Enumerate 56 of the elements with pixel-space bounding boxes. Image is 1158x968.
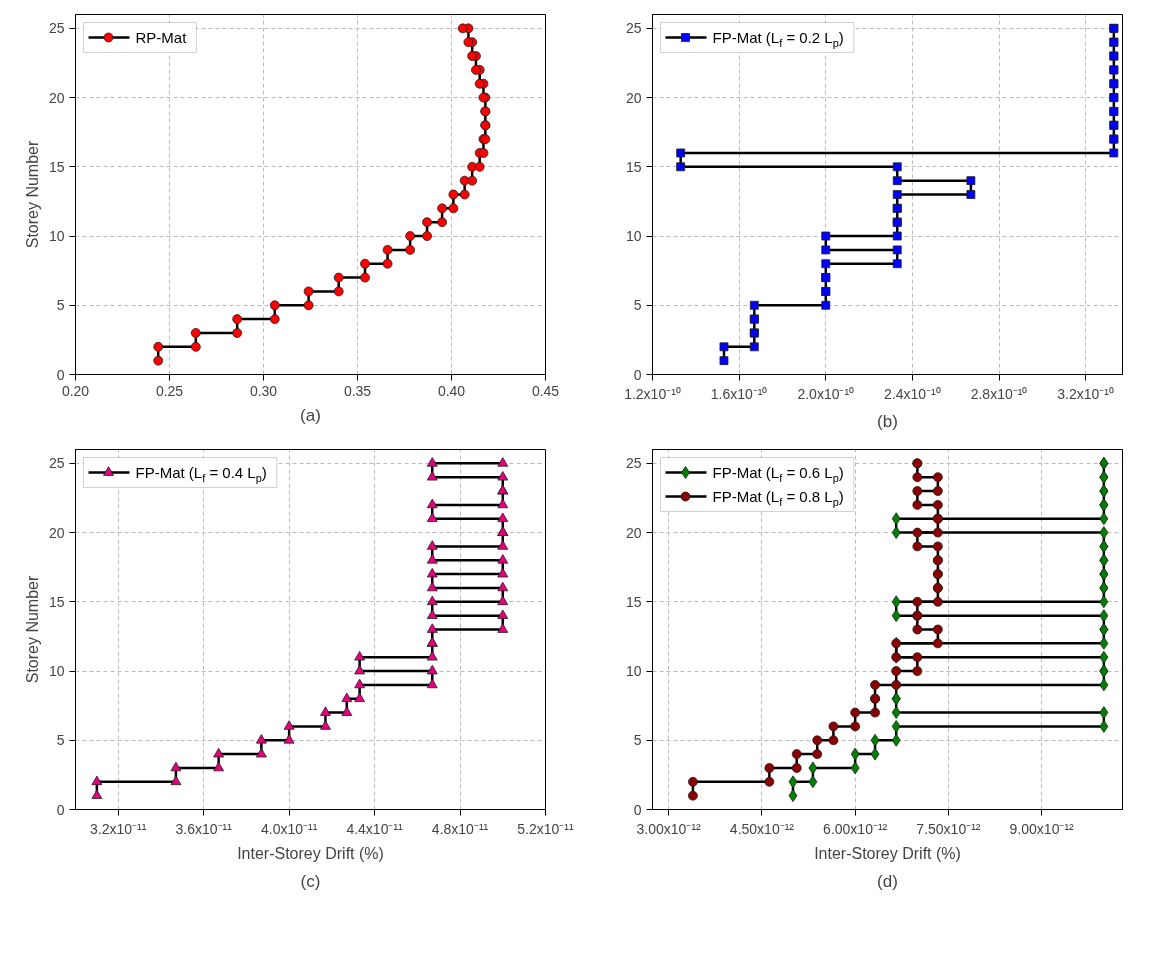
x-tick-label: 2.4x10⁻¹⁰ bbox=[884, 385, 941, 402]
y-tick-label: 5 bbox=[56, 732, 65, 749]
y-tick-label: 10 bbox=[48, 663, 65, 680]
x-tick-label: 0.30 bbox=[249, 382, 278, 399]
x-tick-label: 2.8x10⁻¹⁰ bbox=[970, 385, 1028, 402]
y-tick-label: 20 bbox=[48, 524, 65, 541]
y-tick-label: 10 bbox=[625, 228, 642, 245]
y-tick-label: 20 bbox=[625, 524, 642, 541]
y-tick-label: 5 bbox=[633, 732, 642, 749]
x-tick-label: 9.00x10⁻¹² bbox=[1009, 820, 1075, 837]
y-tick-label: 0 bbox=[56, 801, 65, 818]
x-tick-label: 0.35 bbox=[343, 382, 372, 399]
text: (b) bbox=[877, 411, 898, 431]
y-tick-label: 0 bbox=[56, 366, 65, 383]
x-tick-label: 1.6x10⁻¹⁰ bbox=[710, 385, 768, 402]
x-tick-label: 0.25 bbox=[155, 382, 184, 399]
y-axis-title: Storey Number bbox=[23, 140, 41, 249]
y-tick-label: 0 bbox=[633, 366, 642, 383]
x-tick-label: 4.8x10⁻¹¹ bbox=[431, 820, 489, 837]
x-tick-label: 3.2x10⁻¹⁰ bbox=[1057, 385, 1115, 402]
x-tick-label: 4.4x10⁻¹¹ bbox=[346, 820, 404, 837]
x-tick-label: 0.45 bbox=[531, 382, 560, 399]
text: (d) bbox=[877, 871, 898, 891]
y-axis-title: Storey Number bbox=[23, 575, 41, 684]
x-tick-label: 3.00x10⁻¹² bbox=[636, 820, 702, 837]
text: (c) bbox=[300, 871, 321, 891]
x-tick-label: 4.0x10⁻¹¹ bbox=[260, 820, 318, 837]
x-tick-label: 2.0x10⁻¹⁰ bbox=[797, 385, 855, 402]
y-tick-label: 25 bbox=[48, 455, 65, 472]
x-axis-title: Inter-Storey Drift (%) bbox=[237, 844, 384, 862]
x-tick-label: 1.2x10⁻¹⁰ bbox=[624, 385, 681, 402]
y-tick-label: 15 bbox=[625, 593, 642, 610]
y-tick-label: 20 bbox=[625, 89, 642, 106]
y-tick-label: 15 bbox=[625, 158, 642, 175]
y-tick-label: 25 bbox=[48, 20, 65, 37]
x-tick-label: 3.6x10⁻¹¹ bbox=[175, 820, 233, 837]
x-tick-label: 4.50x10⁻¹² bbox=[729, 820, 795, 837]
x-tick-label: 5.2x10⁻¹¹ bbox=[517, 820, 575, 837]
x-tick-label: 3.2x10⁻¹¹ bbox=[90, 820, 147, 837]
x-axis-title: Inter-Storey Drift (%) bbox=[814, 844, 961, 862]
y-tick-label: 5 bbox=[56, 297, 65, 314]
x-tick-label: 0.20 bbox=[61, 382, 90, 399]
y-tick-label: 15 bbox=[48, 158, 65, 175]
y-tick-label: 15 bbox=[48, 593, 65, 610]
y-tick-label: 25 bbox=[625, 20, 642, 37]
legend-label: RP-Mat bbox=[135, 29, 188, 46]
x-tick-label: 6.00x10⁻¹² bbox=[823, 820, 888, 837]
y-tick-label: 0 bbox=[633, 801, 642, 818]
y-tick-label: 10 bbox=[625, 663, 642, 680]
x-tick-label: 0.40 bbox=[437, 382, 466, 399]
y-tick-label: 25 bbox=[625, 455, 642, 472]
text: (a) bbox=[300, 405, 321, 425]
x-tick-label: 7.50x10⁻¹² bbox=[916, 820, 981, 837]
y-tick-label: 10 bbox=[48, 228, 65, 245]
y-tick-label: 20 bbox=[48, 89, 65, 106]
y-tick-label: 5 bbox=[633, 297, 642, 314]
